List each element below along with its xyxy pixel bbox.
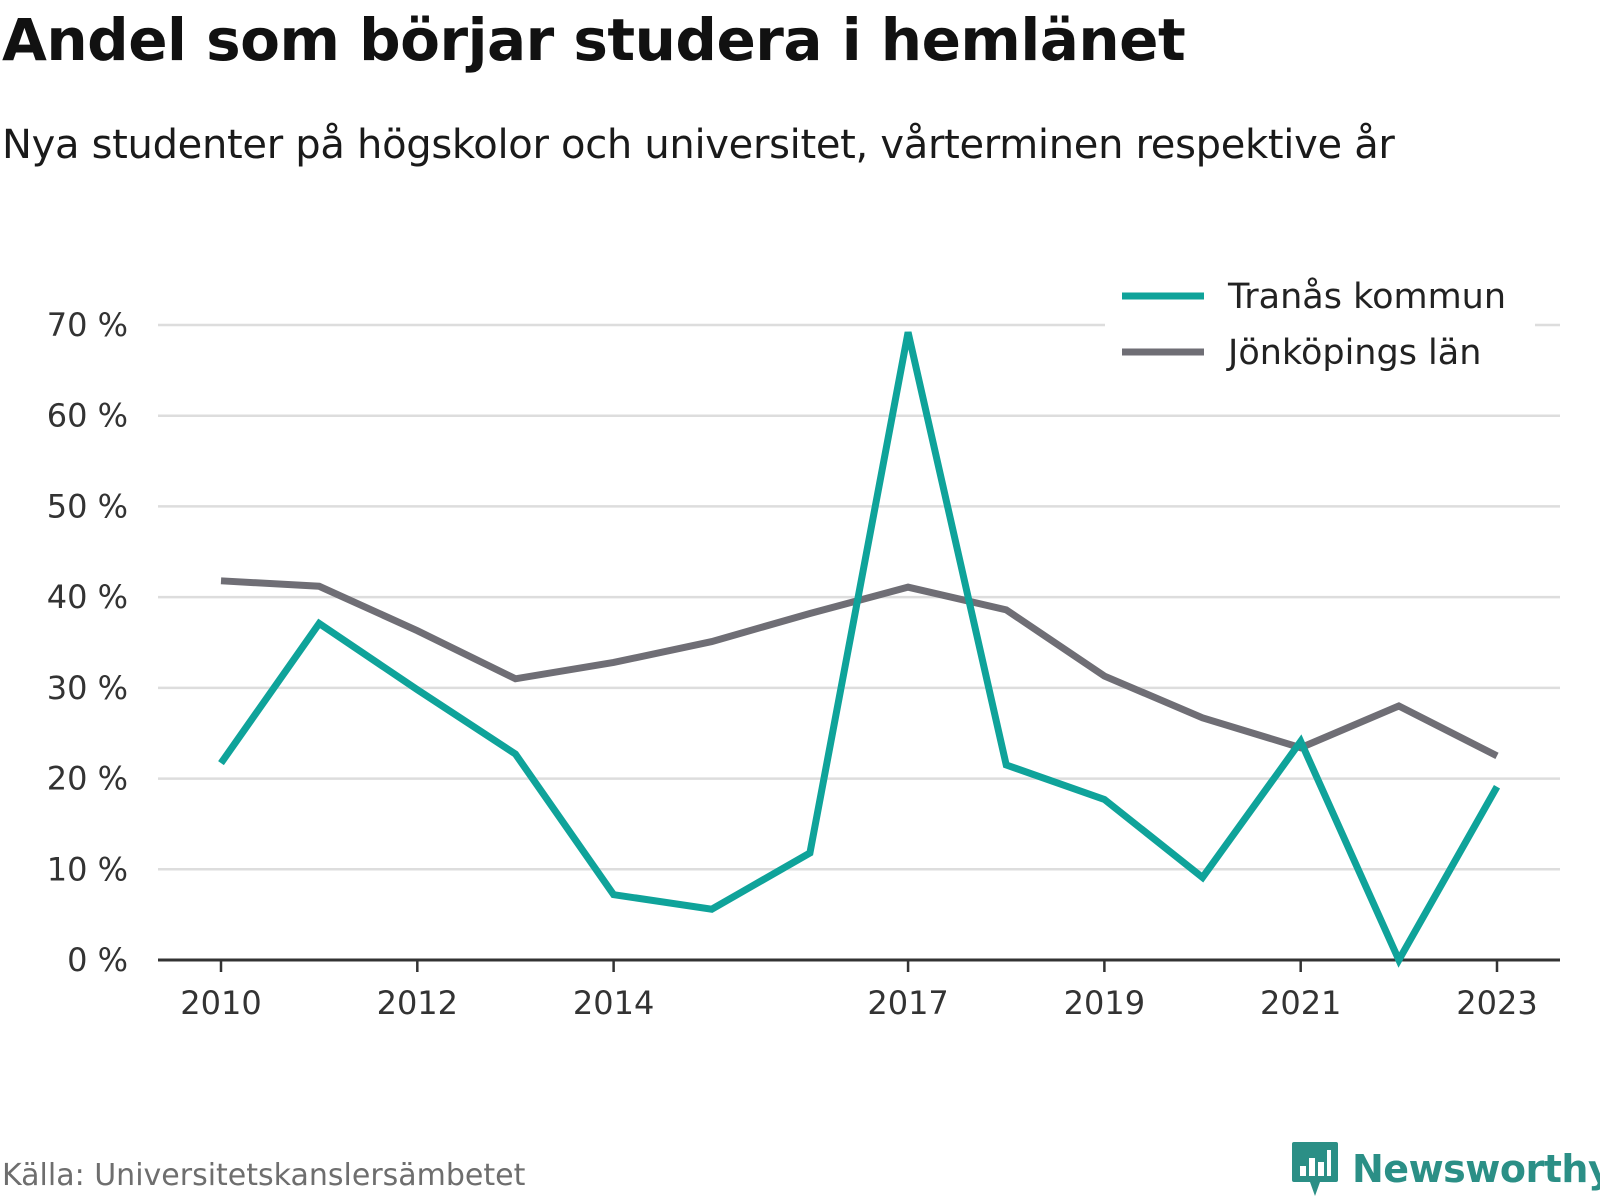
legend-background bbox=[1105, 270, 1535, 390]
series-lines bbox=[218, 331, 1501, 968]
source-note: Källa: Universitetskanslersämbetet bbox=[2, 1158, 526, 1193]
y-tick-label: 40 % bbox=[47, 578, 128, 616]
y-tick-label: 10 % bbox=[47, 850, 128, 888]
x-tick-label: 2019 bbox=[1064, 984, 1145, 1022]
newsworthy-logo-icon bbox=[1292, 1142, 1338, 1196]
y-tick-label: 70 % bbox=[47, 306, 128, 344]
x-tick-label: 2014 bbox=[573, 984, 654, 1022]
x-tick-label: 2017 bbox=[867, 984, 948, 1022]
legend-label-2: Jönköpings län bbox=[1226, 333, 1481, 373]
y-axis-tick-labels: 0 % 10 % 20 % 30 % 40 % 50 % 60 % 70 % bbox=[47, 306, 128, 979]
x-tick-label: 2021 bbox=[1260, 984, 1341, 1022]
x-tick-label: 2023 bbox=[1456, 984, 1537, 1022]
y-tick-label: 30 % bbox=[47, 669, 128, 707]
x-axis: 2010 2012 2014 2017 2019 2021 2023 bbox=[158, 958, 1560, 1022]
series-line-1 bbox=[218, 331, 1501, 968]
x-tick-label: 2010 bbox=[180, 984, 261, 1022]
legend-label-1: Tranås kommun bbox=[1227, 276, 1506, 317]
brand-logo: Newsworthy bbox=[1290, 1140, 1600, 1198]
x-tick-label: 2012 bbox=[377, 984, 458, 1022]
legend: Tranås kommun Jönköpings län bbox=[1105, 270, 1535, 390]
y-tick-label: 0 % bbox=[67, 941, 128, 979]
chart-title: Andel som börjar studera i hemlänet bbox=[2, 6, 1186, 74]
brand-name: Newsworthy bbox=[1352, 1147, 1600, 1191]
y-tick-label: 20 % bbox=[47, 760, 128, 798]
chart-subtitle: Nya studenter på högskolor och universit… bbox=[2, 122, 1395, 168]
y-tick-label: 50 % bbox=[47, 487, 128, 525]
y-tick-label: 60 % bbox=[47, 397, 128, 435]
